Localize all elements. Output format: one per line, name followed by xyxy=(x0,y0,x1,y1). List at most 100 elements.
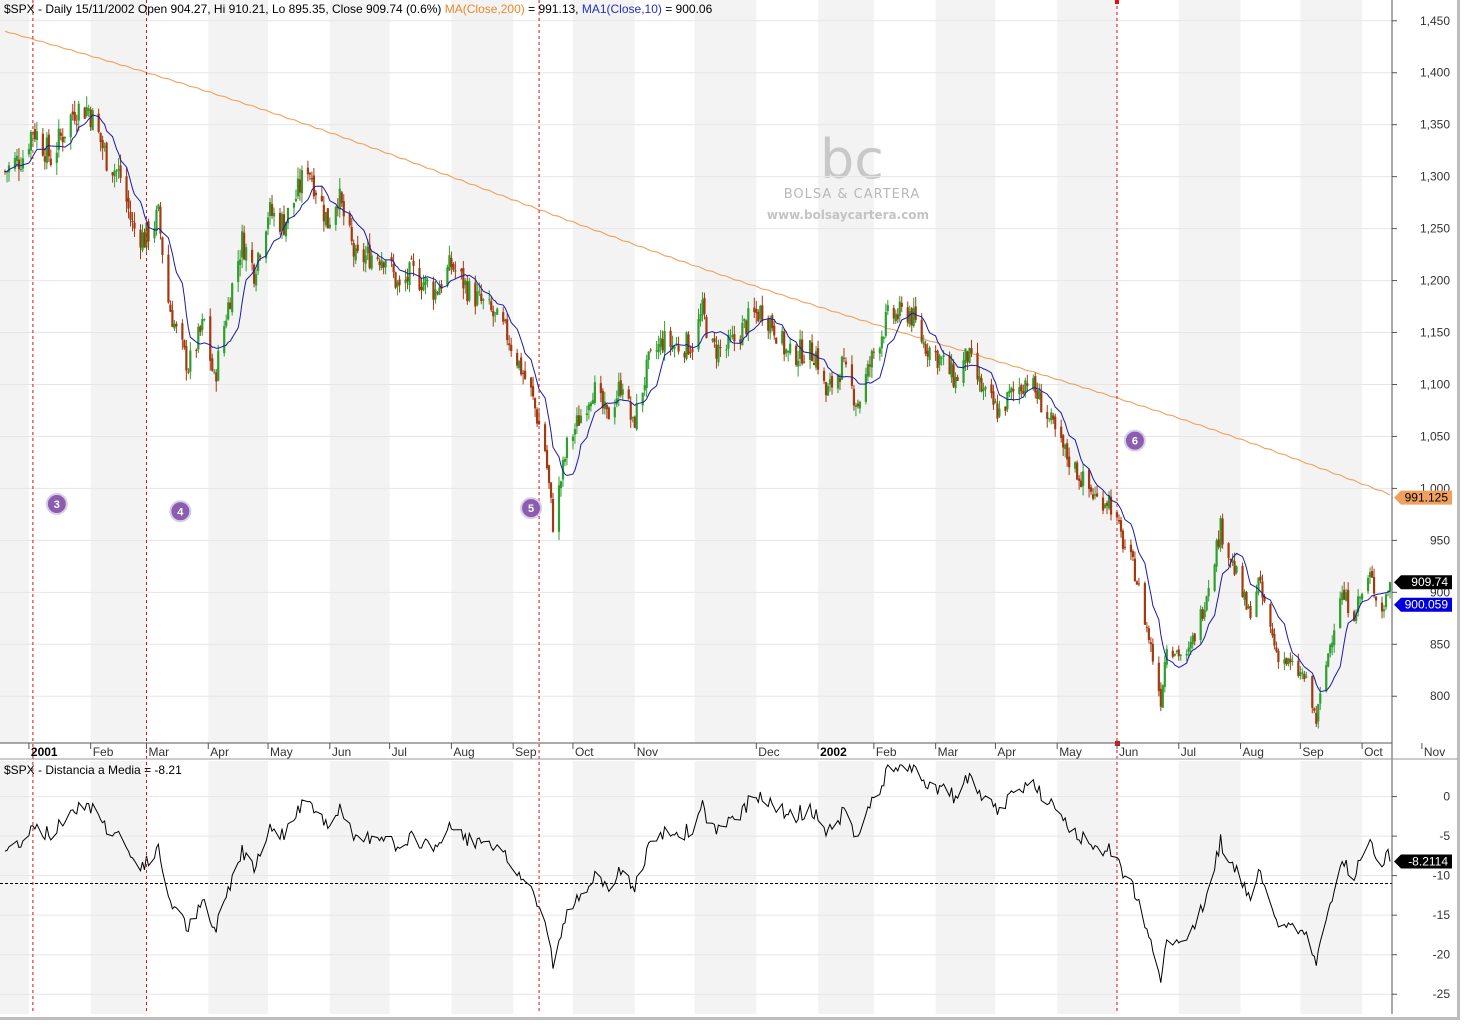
candle-body xyxy=(759,306,762,319)
candle-body xyxy=(57,128,60,150)
candle-body xyxy=(577,415,581,426)
candle-body xyxy=(364,255,367,264)
candle-body xyxy=(812,362,816,366)
candle-body xyxy=(996,403,999,419)
candle-body xyxy=(1325,665,1328,692)
candle-body xyxy=(713,338,716,343)
candle-body xyxy=(91,110,94,131)
candle-body xyxy=(89,109,92,128)
candle-body xyxy=(350,226,353,242)
month-band xyxy=(329,761,390,1014)
candle-body xyxy=(203,319,206,321)
candle-body xyxy=(659,338,662,347)
candle-body xyxy=(898,301,901,317)
candle-body xyxy=(87,108,90,111)
candle-body xyxy=(482,299,485,301)
watermark: bc BOLSA & CARTERA www.bolsaycartera.com xyxy=(767,128,929,222)
watermark-logo: bc xyxy=(820,128,884,191)
candle-body xyxy=(59,132,62,136)
candle-body xyxy=(998,408,1001,417)
ma10-line xyxy=(4,114,1391,693)
candle-body xyxy=(1353,611,1356,621)
candle-body xyxy=(1374,596,1378,601)
indicator-tick-label: -5 xyxy=(1439,829,1450,843)
candle-body xyxy=(63,136,66,139)
candle-body xyxy=(296,178,300,197)
candle-body xyxy=(808,340,812,361)
candle-body xyxy=(645,359,648,389)
candle-body xyxy=(490,301,493,311)
candle-body xyxy=(366,246,369,254)
candle-body xyxy=(1119,520,1123,532)
month-band xyxy=(90,0,147,743)
candle-body xyxy=(7,165,11,173)
x-tick-label: 2002 xyxy=(820,745,847,759)
month-band xyxy=(329,0,390,743)
month-band xyxy=(90,761,147,1014)
candle-body xyxy=(326,208,329,229)
month-band xyxy=(1057,0,1117,743)
indicator-value-label-box xyxy=(1394,854,1452,869)
candle-body xyxy=(139,229,142,248)
candle-body xyxy=(1133,558,1137,582)
candle-body xyxy=(143,232,146,248)
candle-body xyxy=(131,220,134,223)
candle-body xyxy=(41,133,44,156)
candle-body xyxy=(1191,635,1194,645)
candle-body xyxy=(1285,657,1288,665)
y-tick-label: 1,350 xyxy=(1420,118,1450,132)
candle-body xyxy=(159,206,162,234)
candle-body xyxy=(75,123,78,125)
candle-body xyxy=(1193,633,1196,642)
candle-body xyxy=(1032,378,1035,389)
candle-body xyxy=(209,316,212,361)
candle-body xyxy=(589,402,592,407)
candle-body xyxy=(1319,693,1322,704)
month-band xyxy=(451,761,514,1014)
candle-body xyxy=(352,243,355,257)
candle-body xyxy=(810,342,814,361)
candle-body xyxy=(990,384,993,394)
candle-body xyxy=(591,399,594,404)
candle-body xyxy=(1213,564,1216,591)
candle-body xyxy=(520,357,523,375)
candle-body xyxy=(237,261,240,282)
candle-body xyxy=(673,346,676,349)
candle-body xyxy=(494,312,497,314)
candle-body xyxy=(601,390,604,409)
candle-body xyxy=(17,159,21,170)
candle-body xyxy=(922,341,925,345)
candle-body xyxy=(155,209,158,231)
candle-body xyxy=(211,358,214,371)
candle-body xyxy=(856,403,860,407)
candle-body xyxy=(1082,471,1085,487)
month-band xyxy=(451,0,514,743)
candle-body xyxy=(1357,596,1360,612)
candle-body xyxy=(1380,602,1384,612)
candle-body xyxy=(882,337,885,339)
ma200-value-label-box xyxy=(1394,490,1452,505)
ma10-value-label: 900.059 xyxy=(1405,598,1449,612)
candle-body xyxy=(803,361,806,363)
candle-body xyxy=(1347,589,1350,614)
x-tick-label: Sep xyxy=(1302,745,1324,759)
x-tick-label: Feb xyxy=(93,745,114,759)
candle-body xyxy=(701,299,704,316)
candle-body xyxy=(908,310,911,325)
candle-body xyxy=(1368,572,1372,578)
candle-body xyxy=(71,111,74,115)
candle-body xyxy=(631,417,634,419)
candle-body xyxy=(1235,566,1238,573)
candle-body xyxy=(278,212,282,232)
indicator-header: $SPX - Distancia a Media = -8.21 xyxy=(4,763,182,777)
candle-body xyxy=(1149,642,1152,645)
candle-body xyxy=(761,305,764,322)
candle-body xyxy=(1121,530,1125,549)
candle-body xyxy=(426,280,429,282)
candle-body xyxy=(1273,633,1276,646)
candle-body xyxy=(342,201,345,217)
candle-body xyxy=(368,244,371,269)
candle-body xyxy=(830,376,834,388)
candle-body xyxy=(284,221,288,237)
